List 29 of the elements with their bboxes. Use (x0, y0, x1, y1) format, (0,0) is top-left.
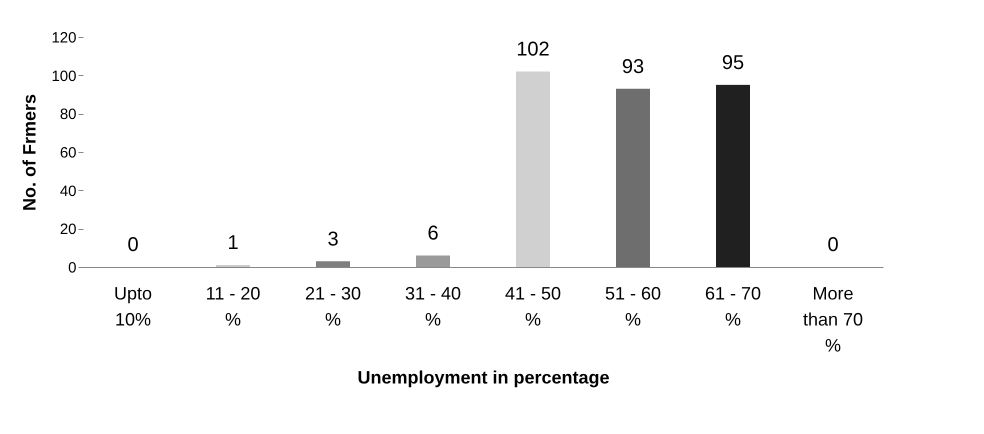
bar (616, 88, 650, 267)
bar (416, 256, 450, 267)
x-tick-label: Upto 10% (114, 284, 152, 330)
y-tick-label: 0 (68, 260, 76, 276)
y-tick-label: 80 (60, 106, 76, 124)
data-label: 3 (327, 228, 339, 250)
x-tick-label: 41 - 50 % (504, 284, 562, 330)
x-axis-title: Unemployment in percentage (357, 368, 610, 388)
data-label: 102 (516, 38, 550, 60)
y-tick-label: 100 (51, 68, 76, 85)
x-tick-label: 11 - 20 % (206, 284, 260, 330)
data-label: 95 (722, 52, 744, 74)
x-tick-label: 21 - 30 % (304, 284, 362, 330)
data-label: 0 (127, 234, 139, 256)
y-tick-label: 40 (60, 182, 76, 200)
x-tick-label: 51 - 60 % (604, 284, 662, 330)
bar (716, 84, 750, 267)
x-tick-label: 61 - 70 % (704, 284, 762, 330)
y-tick-label: 120 (51, 30, 76, 46)
data-label: 93 (622, 56, 644, 78)
y-axis-title: No. of Frmers (19, 94, 40, 212)
y-tick-label: 60 (60, 144, 76, 162)
bar (516, 72, 550, 267)
data-label: 1 (227, 232, 239, 254)
x-tick-label: More than 70 % (802, 284, 864, 356)
x-tick-label: 31 - 40 % (404, 284, 462, 330)
y-tick-label: 20 (60, 221, 76, 238)
data-label: 6 (427, 222, 439, 244)
data-label: 0 (827, 234, 839, 256)
